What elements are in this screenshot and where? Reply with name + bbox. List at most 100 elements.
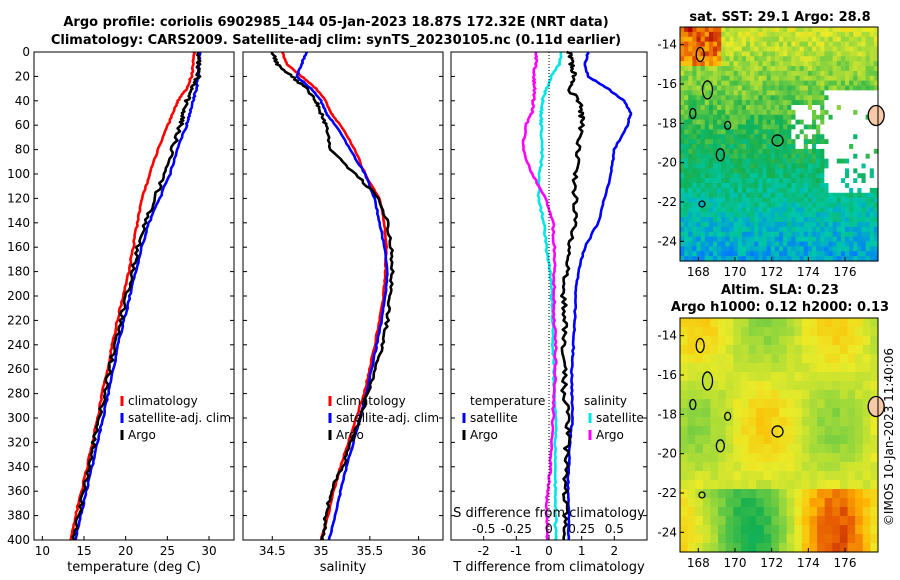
sla-lat-label: -16 (657, 368, 677, 382)
salinity-diff-tick-label: -0.5 (472, 522, 495, 536)
depth-tick-label: 240 (7, 338, 30, 352)
sla-lat-label: -14 (657, 329, 677, 343)
depth-tick-label: 120 (7, 191, 30, 205)
depth-tick-label: 200 (7, 289, 30, 303)
difference-tick-label: 0 (545, 544, 553, 558)
sst-lon-label: 174 (797, 265, 820, 279)
coastline (867, 104, 885, 127)
sst-lon-label: 172 (760, 265, 783, 279)
sst-lat-label: -14 (657, 38, 677, 52)
chart-title-line-1: Argo profile: coriolis 6902985_144 05-Ja… (63, 15, 609, 30)
temperature-legend-0-label: climatology (128, 394, 198, 408)
sst-lon-label: 168 (687, 265, 710, 279)
coastline (701, 80, 714, 100)
sla-lat-label: -20 (657, 447, 677, 461)
sla-lon-label: 170 (724, 556, 747, 570)
difference-series-S-Argo (521, 51, 558, 541)
temperature-series-Argo (71, 51, 202, 541)
depth-tick-label: 0 (22, 45, 30, 59)
depth-tick-label: 180 (7, 265, 30, 279)
sst-map-title: sat. SST: 29.1 Argo: 28.8 (689, 10, 871, 25)
salinity-tick-label: 34.5 (259, 544, 286, 558)
depth-tick-label: 60 (15, 118, 30, 132)
coastline (715, 148, 725, 162)
depth-tick-label: 20 (15, 69, 30, 83)
sst-lon-label: 176 (834, 265, 857, 279)
sla-map-subtitle: Argo h1000: 0.12 h2000: 0.13 (670, 300, 890, 315)
temperature-series-climatology (69, 51, 196, 541)
coastline (698, 200, 706, 208)
salinity-diff-tick-label: 0.25 (568, 522, 595, 536)
depth-tick-label: 300 (7, 411, 30, 425)
difference-series-T-Argo (560, 50, 586, 540)
sla-lat-label: -24 (657, 525, 677, 539)
temperature-legend-2-label: Argo (128, 428, 156, 442)
difference-tick-label: 1 (578, 544, 586, 558)
temperature-tick-label: 15 (76, 544, 91, 558)
sla-lat-label: -22 (657, 486, 677, 500)
coastline (867, 395, 885, 418)
sst-lat-label: -16 (657, 77, 677, 91)
temperature-diff-axis-label: T difference from climatology (452, 560, 645, 575)
diff-legend-temperature-title: temperature (470, 394, 545, 408)
sla-map-frame (679, 317, 879, 553)
salinity-legend-0-label: climatology (336, 394, 406, 408)
depth-tick-label: 100 (7, 167, 30, 181)
sst-map-frame (679, 26, 879, 262)
sla-lon-label: 172 (760, 556, 783, 570)
temperature-tick-label: 30 (201, 544, 216, 558)
salinity-series-Argo (270, 51, 395, 541)
coastline (698, 491, 706, 499)
sst-map-field (680, 27, 879, 262)
salinity-diff-tick-label: 0.5 (605, 522, 624, 536)
temperature-legend-1-label: satellite-adj. clim (128, 411, 231, 425)
temperature-tick-label: 20 (118, 544, 133, 558)
sla-map-title: Altim. SLA: 0.23 (721, 283, 839, 298)
sla-map-field (680, 318, 879, 553)
depth-tick-label: 340 (7, 460, 30, 474)
coastline (701, 371, 714, 391)
salinity-tick-label: 36 (411, 544, 426, 558)
coastline (724, 411, 732, 421)
salinity-diff-tick-label: -0.25 (501, 522, 532, 536)
temperature-axis-label: temperature (deg C) (67, 560, 201, 575)
diff-legend-t-argo-label: Argo (470, 428, 498, 442)
depth-tick-label: 220 (7, 313, 30, 327)
argo-float-marker (771, 425, 784, 438)
depth-tick-label: 400 (7, 533, 30, 547)
depth-tick-label: 40 (15, 94, 30, 108)
temperature-axes (33, 51, 235, 541)
sst-lat-label: -22 (657, 195, 677, 209)
chart-title-line-2: Climatology: CARS2009. Satellite-adj cli… (50, 33, 622, 48)
salinity-legend-2-label: Argo (336, 428, 364, 442)
salinity-axis-label: salinity (320, 560, 367, 575)
difference-tick-label: 2 (611, 544, 619, 558)
coastline (724, 120, 732, 130)
sla-lon-label: 168 (687, 556, 710, 570)
coastline (689, 398, 697, 411)
coastline (689, 107, 697, 120)
depth-tick-label: 80 (15, 143, 30, 157)
sla-lon-label: 174 (797, 556, 820, 570)
diff-legend-s-satellite-label: satellite (596, 411, 644, 425)
temperature-tick-label: 10 (35, 544, 50, 558)
sst-lat-label: -20 (657, 156, 677, 170)
diff-legend-s-argo-label: Argo (596, 428, 624, 442)
difference-tick-label: -2 (478, 544, 490, 558)
depth-tick-label: 380 (7, 509, 30, 523)
difference-series-S-satellite (536, 51, 563, 541)
depth-tick-label: 160 (7, 240, 30, 254)
coastline (695, 337, 705, 354)
difference-tick-label: -1 (510, 544, 522, 558)
diff-legend-t-satellite-label: satellite (470, 411, 518, 425)
depth-tick-label: 280 (7, 387, 30, 401)
coastline (715, 439, 725, 453)
depth-tick-label: 320 (7, 435, 30, 449)
sla-lat-label: -18 (657, 407, 677, 421)
sla-lon-label: 176 (834, 556, 857, 570)
salinity-tick-label: 35.5 (356, 544, 383, 558)
salinity-tick-label: 35 (313, 544, 328, 558)
sst-lat-label: -24 (657, 234, 677, 248)
salinity-diff-tick-label: 0 (545, 522, 553, 536)
